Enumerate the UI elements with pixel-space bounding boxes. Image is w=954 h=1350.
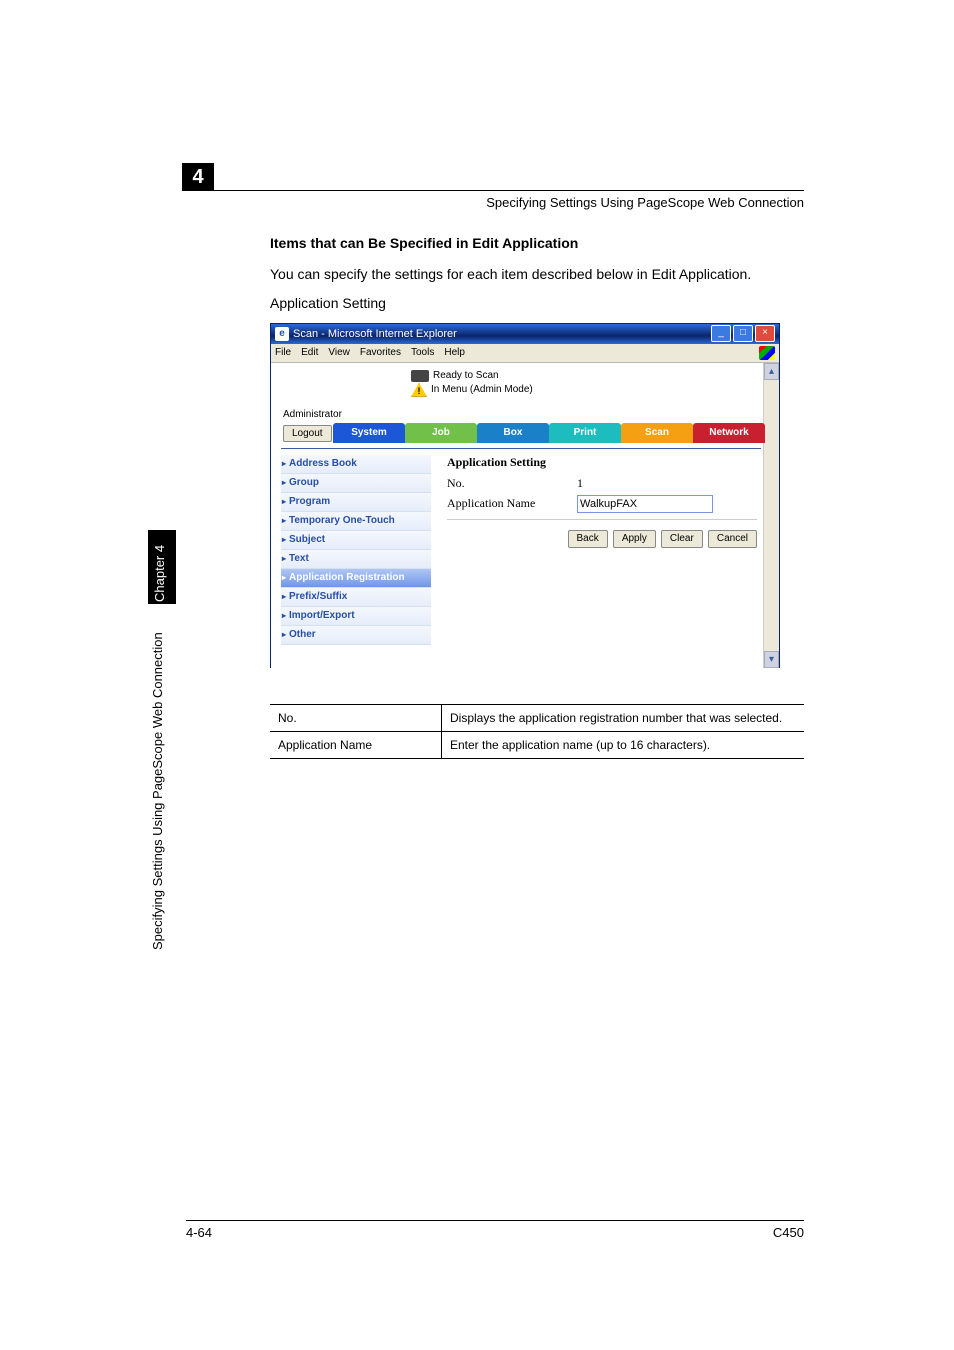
appname-label: Application Name [447, 496, 577, 511]
sidebar-item[interactable]: Subject [281, 531, 431, 550]
logout-area: Logout [283, 425, 332, 442]
side-tab-label: Specifying Settings Using PageScope Web … [150, 632, 165, 950]
back-button[interactable]: Back [568, 530, 608, 548]
tab-print[interactable]: Print [549, 423, 621, 443]
form-separator [447, 519, 757, 520]
table-value: Enter the application name (up to 16 cha… [442, 731, 805, 758]
menu-edit[interactable]: Edit [301, 347, 318, 358]
sidebar-item[interactable]: Text [281, 550, 431, 569]
sidebar-item[interactable]: Prefix/Suffix [281, 588, 431, 607]
status-warn: In Menu (Admin Mode) [431, 384, 533, 395]
tab-job[interactable]: Job [405, 423, 477, 443]
page-number: 4-64 [186, 1225, 212, 1240]
tab-network[interactable]: Network [693, 423, 765, 443]
no-label: No. [447, 476, 577, 491]
appname-input[interactable] [577, 495, 713, 513]
status-ready: Ready to Scan [433, 370, 499, 381]
ie-flag-icon [759, 346, 775, 360]
menu-view[interactable]: View [328, 347, 350, 358]
no-value: 1 [577, 476, 583, 491]
section-title: Items that can Be Specified in Edit Appl… [270, 235, 804, 251]
table-row: Application NameEnter the application na… [270, 731, 804, 758]
sidebar-item[interactable]: Program [281, 493, 431, 512]
side-tab: Chapter 4 Specifying Settings Using Page… [148, 530, 176, 950]
tab-strip: System Job Box Print Scan Network [333, 423, 765, 443]
minimize-button[interactable]: _ [711, 325, 731, 342]
running-header: Specifying Settings Using PageScope Web … [186, 195, 804, 210]
tab-scan[interactable]: Scan [621, 423, 693, 443]
main-panel: Application Setting No. 1 Application Na… [447, 455, 757, 548]
apply-button[interactable]: Apply [613, 530, 656, 548]
sidebar-item[interactable]: Other [281, 626, 431, 645]
sidebar-item[interactable]: Temporary One-Touch [281, 512, 431, 531]
menu-tools[interactable]: Tools [411, 347, 434, 358]
logout-button[interactable]: Logout [283, 425, 332, 442]
content-area: Items that can Be Specified in Edit Appl… [270, 235, 804, 759]
maximize-button[interactable]: □ [733, 325, 753, 342]
menu-bar: File Edit View Favorites Tools Help [271, 344, 779, 363]
status-area: Ready to Scan ! In Menu (Admin Mode) [411, 369, 533, 397]
section-number: 4 [182, 163, 214, 191]
footer: 4-64 C450 [186, 1220, 804, 1240]
form-heading: Application Setting [447, 455, 757, 470]
menu-favorites[interactable]: Favorites [360, 347, 401, 358]
sidebar-item[interactable]: Application Registration [281, 569, 431, 588]
tab-box[interactable]: Box [477, 423, 549, 443]
description-table: No.Displays the application registration… [270, 704, 804, 759]
printer-icon [411, 370, 429, 382]
ie-icon: e [275, 327, 289, 341]
table-key: No. [270, 704, 442, 731]
sidebar-item[interactable]: Address Book [281, 455, 431, 474]
sidebar-item[interactable]: Group [281, 474, 431, 493]
menu-help[interactable]: Help [444, 347, 465, 358]
divider [281, 448, 761, 449]
cancel-button[interactable]: Cancel [708, 530, 757, 548]
table-key: Application Name [270, 731, 442, 758]
scroll-down[interactable]: ▾ [764, 651, 779, 668]
window-titlebar: e Scan - Microsoft Internet Explorer _ □… [271, 324, 779, 344]
scroll-up[interactable]: ▴ [764, 363, 779, 380]
model: C450 [773, 1225, 804, 1240]
section-p2: Application Setting [270, 294, 804, 313]
scrollbar[interactable]: ▴ ▾ [763, 363, 779, 668]
topbar: 4 Specifying Settings Using PageScope We… [186, 190, 804, 210]
sidebar: Address BookGroupProgramTemporary One-To… [281, 455, 431, 645]
section-p1: You can specify the settings for each it… [270, 265, 804, 284]
page-body: ▴ ▾ Ready to Scan !In Menu (Admin Mode) … [271, 363, 779, 668]
screenshot-window: e Scan - Microsoft Internet Explorer _ □… [270, 323, 780, 668]
clear-button[interactable]: Clear [661, 530, 703, 548]
menu-file[interactable]: File [275, 347, 291, 358]
table-value: Displays the application registration nu… [442, 704, 805, 731]
button-row: Back Apply Clear Cancel [447, 530, 757, 548]
tab-system[interactable]: System [333, 423, 405, 443]
sidebar-item[interactable]: Import/Export [281, 607, 431, 626]
window-title: Scan - Microsoft Internet Explorer [293, 328, 457, 340]
chapter-label: Chapter 4 [152, 545, 167, 602]
warn-icon: ! [411, 383, 427, 397]
close-button[interactable]: × [755, 325, 775, 342]
table-row: No.Displays the application registration… [270, 704, 804, 731]
admin-label: Administrator [283, 409, 342, 420]
